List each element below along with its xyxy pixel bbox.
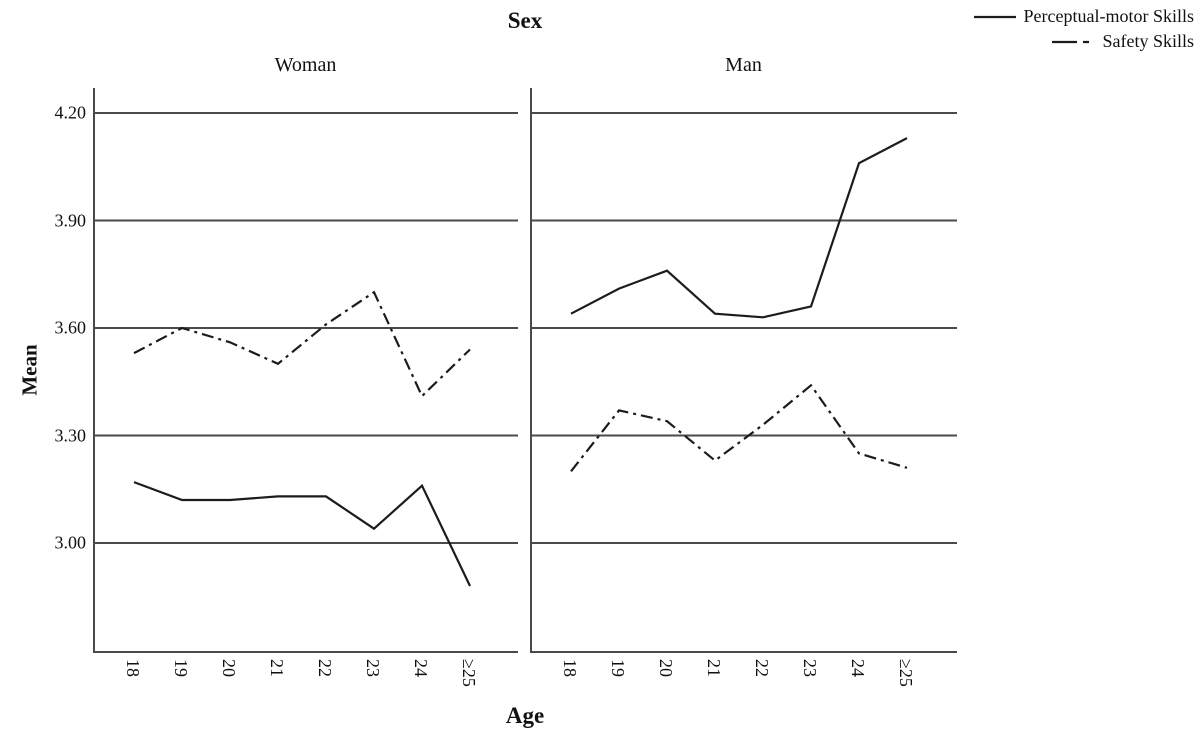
series-line-perceptual-motor (133, 481, 471, 587)
y-tick-label: 3.00 (54, 532, 87, 553)
panel-man: Man 18 19 20 21 22 23 24 ≥25 (530, 50, 957, 723)
x-tick-label: 24 (411, 659, 431, 677)
x-tick-label: 23 (363, 659, 383, 677)
series-line-perceptual-motor (570, 137, 908, 319)
legend-label: Safety Skills (1102, 31, 1194, 51)
x-axis-title: Age (505, 703, 545, 728)
x-tick-label: ≥25 (896, 659, 916, 687)
legend-label: Perceptual-motor Skills (1023, 6, 1194, 26)
x-tick-label: 19 (608, 659, 628, 677)
legend-solid-line-icon (973, 15, 1016, 18)
x-tick-label: 21 (267, 659, 287, 677)
y-axis-title: Mean (17, 344, 42, 396)
x-tick-label: 20 (656, 659, 676, 677)
y-tick-label: 4.20 (54, 102, 87, 123)
plot-area (530, 88, 957, 653)
x-tick-label: 18 (123, 659, 143, 677)
y-tick-label: 3.90 (54, 210, 87, 230)
x-tick-label: 21 (704, 659, 724, 677)
x-tick-label: 22 (752, 659, 772, 677)
series-line-safety (570, 383, 908, 472)
legend-item: Perceptual-motor Skills (973, 4, 1194, 29)
x-tick-label: 24 (848, 659, 868, 677)
legend-item: Safety Skills (973, 29, 1194, 54)
y-tick-label: 3.60 (54, 317, 87, 338)
series-line-safety (133, 290, 471, 398)
x-tick-label: 23 (800, 659, 820, 677)
figure-title: Sex (507, 8, 543, 33)
legend: Perceptual-motor Skills Safety Skills (973, 4, 1194, 54)
x-tick-label: 22 (315, 659, 335, 677)
panel-title: Man (725, 54, 762, 76)
plot-area (93, 88, 518, 653)
x-tick-label: 20 (219, 659, 239, 677)
legend-dash-dot-line-icon (1052, 40, 1095, 43)
x-tick-label: ≥25 (459, 659, 479, 687)
x-tick-label: 18 (560, 659, 580, 677)
x-tick-label: 19 (171, 659, 191, 677)
panel-woman: Woman 18 19 20 21 22 23 24 ≥25 (93, 50, 518, 723)
panel-title: Woman (274, 54, 337, 76)
y-tick-label: 3.30 (54, 425, 87, 445)
